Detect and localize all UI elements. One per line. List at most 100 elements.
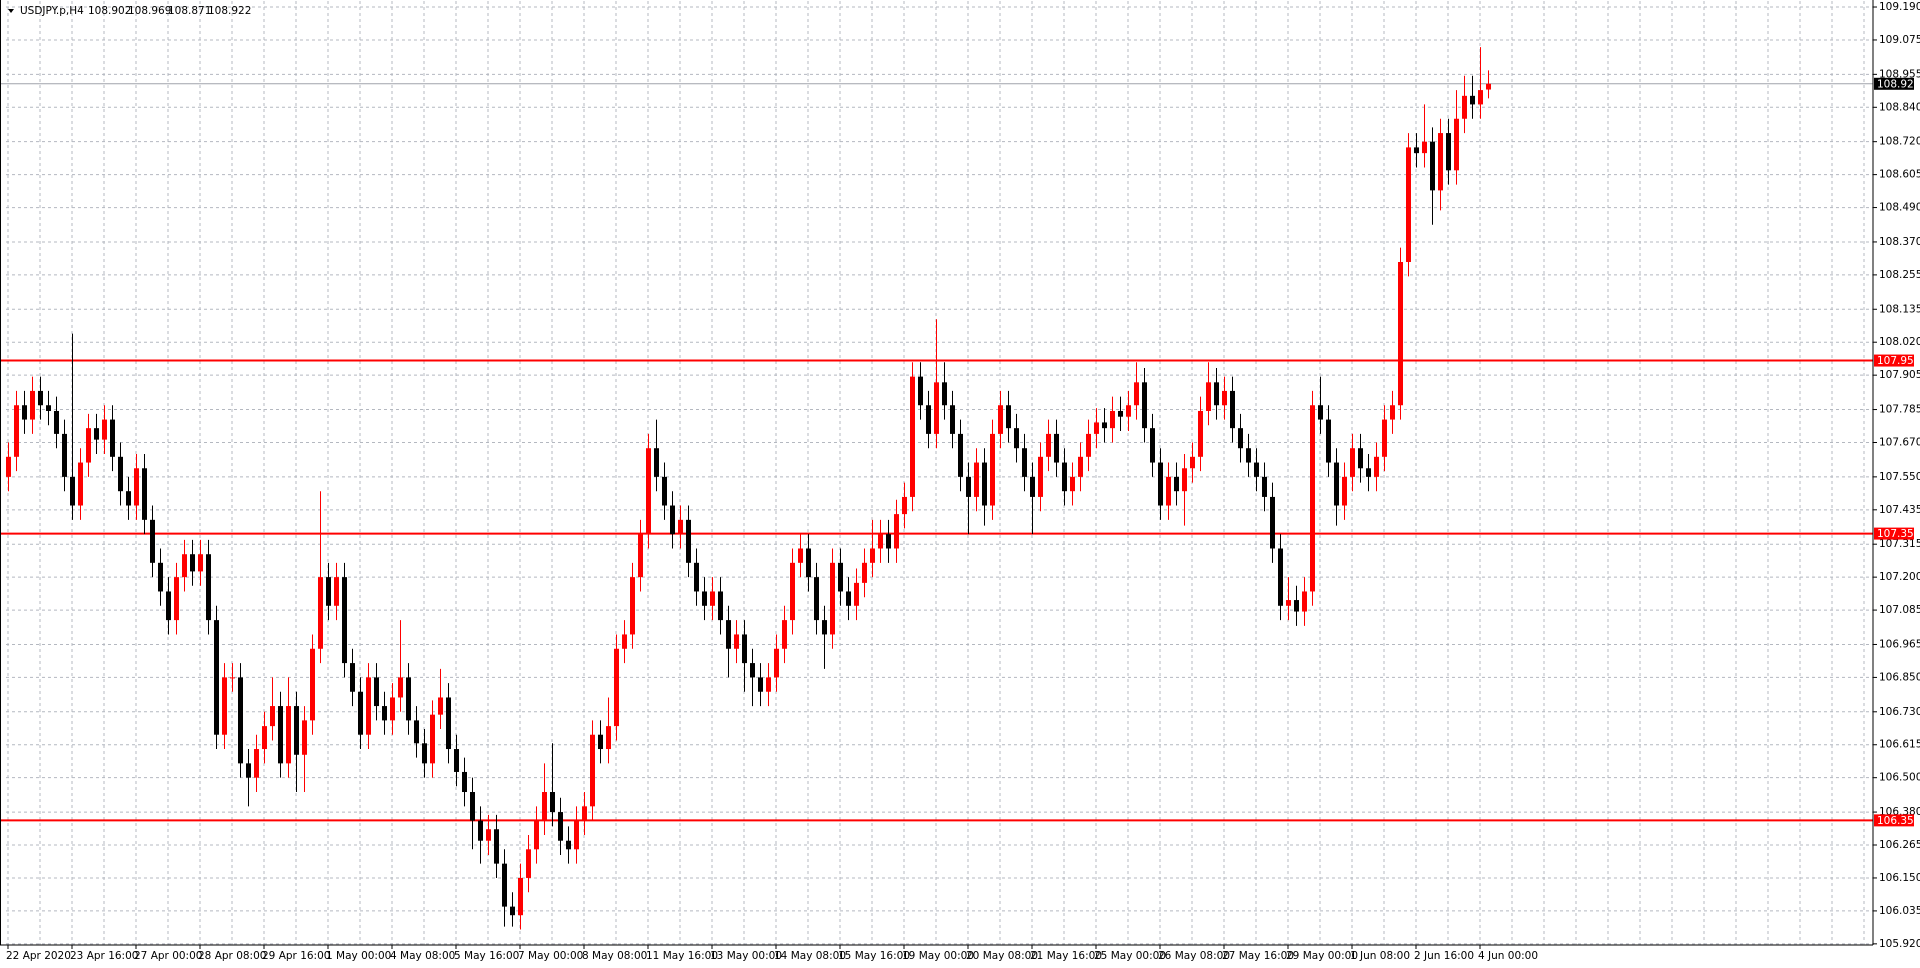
grid-layer: [6, 1, 1873, 945]
candle-body: [46, 405, 51, 411]
x-tick-label: 14 May 08:00: [774, 950, 846, 962]
candle-body: [1302, 591, 1307, 612]
candle-body: [918, 376, 923, 406]
y-tick-label: 108.135: [1879, 303, 1920, 315]
candle-body: [342, 577, 347, 664]
candle-body: [1334, 462, 1339, 506]
candle-body: [750, 663, 755, 678]
candle-body: [670, 505, 675, 535]
candle-body: [1126, 405, 1131, 417]
candle-body: [782, 620, 787, 649]
candle-body: [638, 534, 643, 578]
y-tick-label: 106.965: [1879, 638, 1920, 650]
candle-body: [78, 462, 83, 506]
x-tick-label: 1 Jun 08:00: [1350, 950, 1410, 962]
x-tick-label: 27 May 16:00: [1222, 950, 1294, 962]
candle-body: [614, 648, 619, 727]
candle-body: [14, 405, 19, 457]
candle-body: [294, 706, 299, 755]
candle-body: [606, 726, 611, 750]
candle-body: [894, 514, 899, 549]
candle-body: [1342, 476, 1347, 506]
candle-body: [6, 456, 11, 477]
candle-body: [1486, 83, 1491, 90]
candle-body: [1174, 476, 1179, 492]
candle-body: [470, 792, 475, 821]
candle-body: [486, 829, 491, 841]
candle-body: [398, 677, 403, 698]
candle-body: [1134, 382, 1139, 406]
x-tick-label: 19 May 00:00: [902, 950, 974, 962]
candle-body: [222, 677, 227, 735]
candle-body: [390, 697, 395, 721]
x-tick-label: 29 Apr 16:00: [262, 950, 330, 962]
candle-body: [422, 743, 427, 764]
candle-body: [806, 548, 811, 578]
candle-body: [1142, 382, 1147, 429]
candle-body: [1118, 410, 1123, 417]
candle-body: [694, 562, 699, 592]
candle-body: [646, 448, 651, 535]
x-tick-label: 29 May 00:00: [1286, 950, 1358, 962]
candle-body: [1478, 90, 1483, 105]
candle-body: [382, 706, 387, 721]
candle-body: [350, 663, 355, 692]
candle-body: [302, 720, 307, 755]
candle-body: [158, 562, 163, 592]
candle-body: [574, 820, 579, 850]
candle-body: [1030, 476, 1035, 497]
candle-body: [1414, 147, 1419, 154]
candle-body: [214, 620, 219, 735]
candle-body: [1158, 462, 1163, 506]
candle-body: [990, 433, 995, 506]
y-tick-label: 107.315: [1879, 538, 1920, 550]
candle-body: [22, 405, 27, 420]
candle-body: [334, 577, 339, 606]
collapse-icon[interactable]: [8, 9, 14, 13]
x-tick-label: 4 Jun 00:00: [1478, 950, 1538, 962]
candle-body: [1350, 448, 1355, 477]
candle-body: [790, 562, 795, 621]
y-tick-label: 106.265: [1879, 839, 1920, 851]
candle-body: [622, 634, 627, 649]
candle-body: [1022, 448, 1027, 477]
y-tick-label: 107.085: [1879, 604, 1920, 616]
candle-body: [758, 677, 763, 692]
candle-body: [974, 462, 979, 497]
candle-body: [358, 691, 363, 735]
candle-body: [1262, 476, 1267, 497]
candle-body: [598, 734, 603, 750]
candle-body: [446, 697, 451, 750]
last-open: 108.902: [88, 5, 131, 17]
candle-body: [654, 448, 659, 477]
candle-layer: [6, 47, 1491, 930]
y-tick-label: 108.255: [1879, 269, 1920, 281]
candle-body: [518, 877, 523, 916]
candle-body: [86, 428, 91, 463]
candle-body: [1358, 448, 1363, 469]
candle-body: [30, 390, 35, 420]
candle-body: [950, 405, 955, 434]
y-tick-label: 108.490: [1879, 202, 1920, 214]
candle-body: [206, 554, 211, 621]
x-tick-label: 28 Apr 08:00: [198, 950, 266, 962]
y-tick-label: 107.550: [1879, 471, 1920, 483]
candle-body: [1390, 405, 1395, 420]
candle-body: [438, 697, 443, 715]
level-label-text: 106.351: [1877, 815, 1920, 827]
candle-body: [230, 677, 235, 679]
candle-body: [406, 677, 411, 721]
candle-body: [414, 720, 419, 744]
candle-body: [1246, 448, 1251, 463]
last-high: 108.969: [128, 5, 171, 17]
candle-body: [766, 677, 771, 692]
candle-body: [1278, 548, 1283, 606]
candle-body: [510, 906, 515, 916]
candle-body: [278, 706, 283, 764]
candle-body: [1398, 261, 1403, 406]
candle-body: [190, 554, 195, 572]
y-tick-label: 108.020: [1879, 336, 1920, 348]
candle-body: [702, 591, 707, 606]
